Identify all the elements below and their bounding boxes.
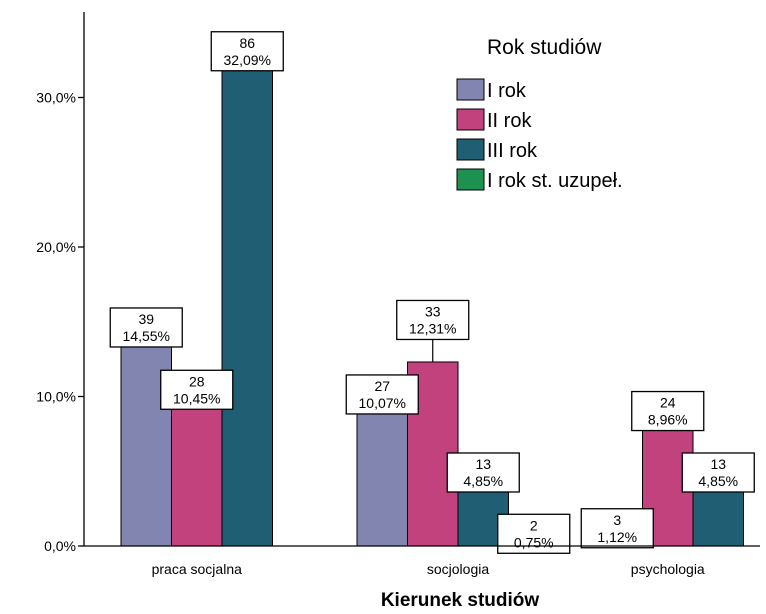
data-label-box [396,299,470,341]
data-label-count: 28 [189,373,205,389]
data-label-percent: 8,96% [648,412,688,428]
data-label-percent: 4,85% [698,473,738,489]
data-label-count: 2 [530,517,538,533]
data-label-box [160,369,234,410]
data-label-count: 86 [239,35,255,51]
data-label-count: 3 [613,512,621,528]
x-axis: praca socjalna socjologia psychologia [84,545,760,577]
data-label-box [345,374,419,415]
legend-swatch [456,168,485,191]
data-label-count: 33 [425,303,441,319]
data-label-percent: 14,55% [123,328,170,344]
y-axis: 0,0% 10,0% 20,0% 30,0% [36,12,85,554]
data-label-count: 39 [138,311,154,327]
data-label-box [631,390,705,432]
legend-label: I rok st. uzupeł. [487,170,623,192]
data-label-percent: 10,07% [359,395,406,411]
data-label-box [109,307,183,348]
y-tick-label: 30,0% [36,90,76,106]
x-tick-label: socjologia [427,561,489,577]
x-axis-title: Kierunek studiów [381,590,540,611]
bar [356,394,408,547]
legend-swatch [456,138,485,161]
data-label-count: 24 [660,395,676,411]
legend-label: I rok [487,80,527,102]
legend-label: III rok [487,140,538,162]
bar [120,327,172,547]
bar [171,389,223,547]
legend-swatch [456,108,485,131]
data-label-percent: 32,09% [224,52,271,68]
data-label-percent: 12,31% [409,320,456,336]
data-label-box [580,508,654,549]
data-label-box [210,31,284,72]
x-tick-label: praca socjalna [152,561,242,577]
data-label-box [681,452,755,493]
data-label-box [446,452,520,493]
bars [120,65,744,547]
data-label-count: 27 [374,378,390,394]
y-tick-label: 10,0% [36,389,76,405]
bar [221,65,273,547]
y-tick-label: 0,0% [44,538,76,554]
data-label-percent: 4,85% [463,473,503,489]
legend-label: II rok [487,110,532,132]
legend-swatch [456,78,485,101]
y-tick-label: 20,0% [36,239,76,255]
x-tick-label: psychologia [631,561,705,577]
data-label-percent: 10,45% [173,390,220,406]
data-label-percent: 1,12% [597,529,637,545]
data-label-count: 13 [710,456,726,472]
data-label-percent: 0,75% [514,534,554,550]
data-label-count: 13 [475,456,491,472]
legend-title: Rok studiów [487,36,602,59]
legend: Rok studiów I rok II rok III rok I rok st. … [456,36,623,192]
data-label-box [497,513,571,554]
